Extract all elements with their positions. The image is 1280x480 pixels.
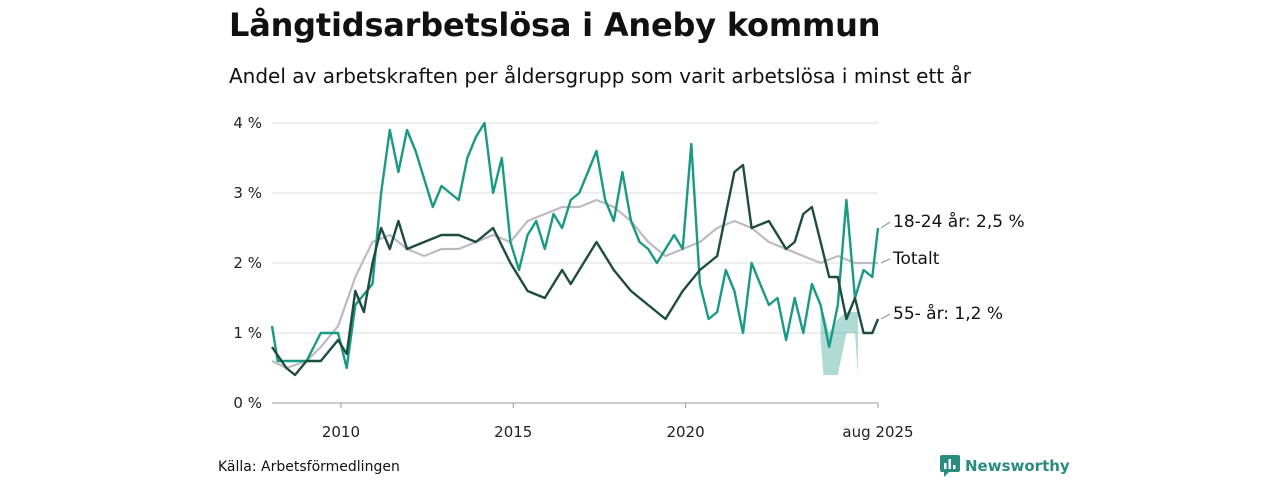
page-subtitle: Andel av arbetskraften per åldersgrupp s… [229, 64, 971, 88]
series-line-55-r [271, 163, 880, 377]
y-tick-label: 0 % [233, 394, 262, 412]
series-line-totalt [271, 198, 878, 370]
uncertainty-band-area [820, 312, 858, 375]
label-connector [880, 258, 891, 264]
x-tick-label: aug 2025 [842, 423, 913, 441]
series-label-18-24-r: 18-24 år: 2,5 % [893, 211, 1025, 232]
brand-name: Newsworthy [965, 457, 1070, 475]
x-tick-label: 2010 [322, 423, 360, 441]
page-title: Långtidsarbetslösa i Aneby kommun [229, 6, 881, 44]
series-label-totalt: Totalt [892, 249, 940, 269]
y-tick-label: 1 % [233, 324, 262, 342]
series-label-55-r: 55- år: 1,2 % [893, 303, 1003, 324]
source-note: Källa: Arbetsförmedlingen [218, 459, 400, 475]
y-tick-label: 2 % [233, 254, 262, 272]
brand-logo: Newsworthy [940, 455, 1070, 477]
series-line-18-24-r [270, 121, 880, 370]
x-tick-label: 2015 [494, 423, 532, 441]
label-connector [880, 221, 891, 229]
series-labels: Totalt 18-24 år: 2,5 % 55- år: 1,2 % [880, 211, 1025, 324]
y-tick-label: 3 % [233, 184, 262, 202]
newsworthy-icon [940, 455, 960, 477]
label-connector [880, 313, 891, 320]
series-lines [270, 121, 880, 377]
x-tick-label: 2020 [666, 423, 704, 441]
y-tick-label: 4 % [233, 114, 262, 132]
uncertainty-band [820, 312, 858, 375]
grid: 0 % 1 % 2 % 3 % 4 % 2010 2015 2020 aug 2025 [233, 114, 913, 441]
